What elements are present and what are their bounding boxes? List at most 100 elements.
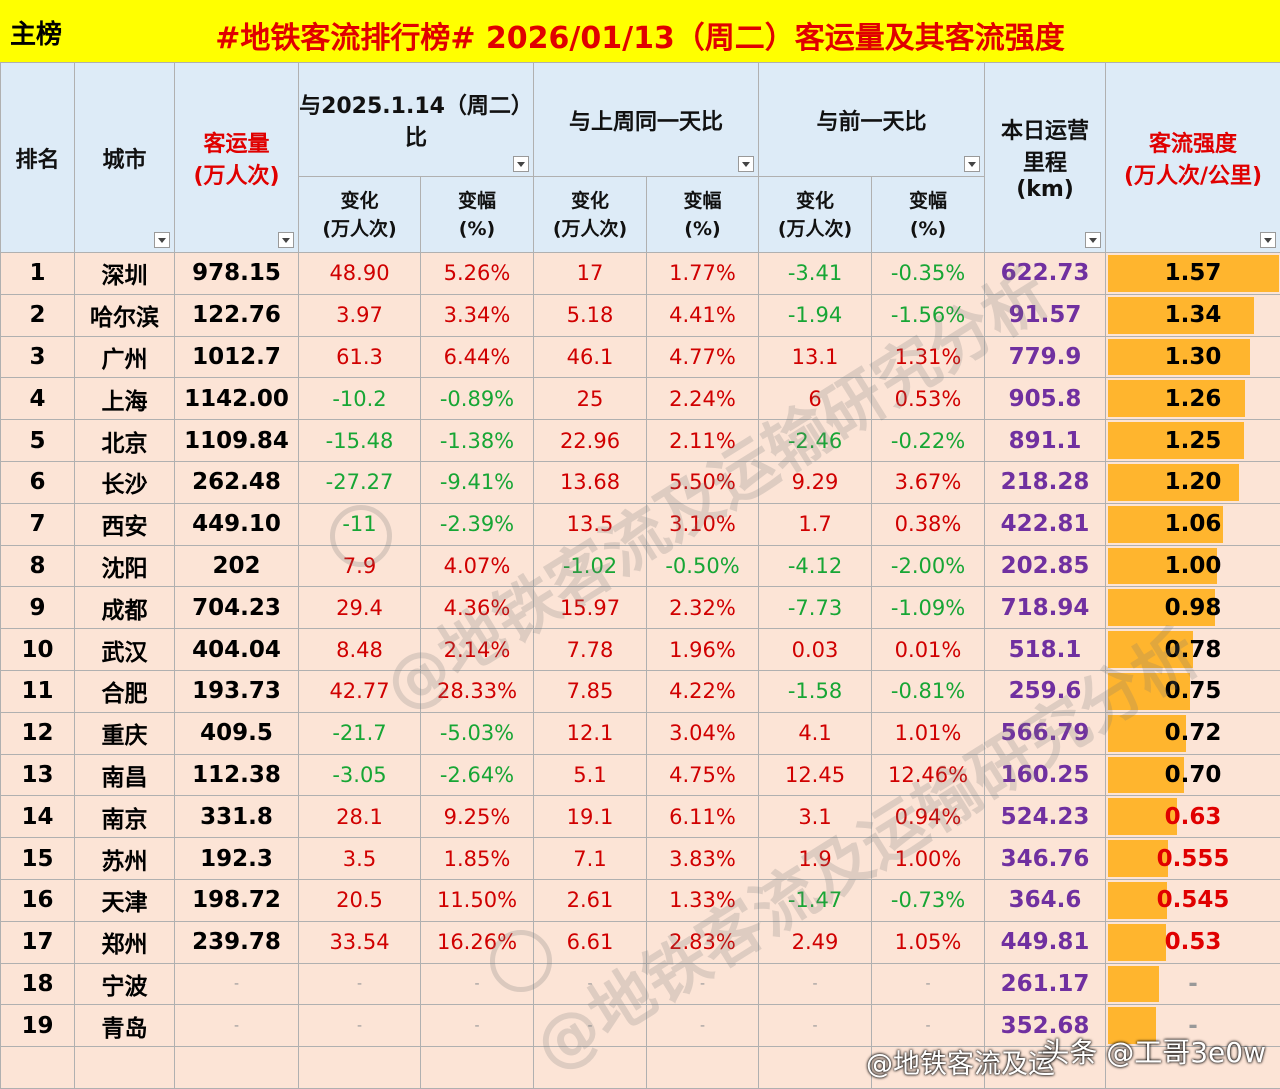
- km-cell: 524.23: [984, 795, 1107, 839]
- intensity-value: 0.78: [1164, 636, 1222, 663]
- yoy-rate-cell: 4.07%: [420, 544, 534, 588]
- header-dod[interactable]: 与前一天比: [758, 62, 986, 177]
- table-row: 15 苏州 192.3 3.5 1.85% 7.1 3.83% 1.9 1.00% 346.76 0…: [0, 837, 1280, 880]
- dod-change-cell: 6: [758, 377, 873, 421]
- table-row: 7 西安 449.10 -11 -2.39% 13.5 3.10% 1.7 0.38% 422.8…: [0, 502, 1280, 546]
- wow-change-cell: -1.02: [533, 544, 647, 588]
- dod-change-cell: -: [758, 1004, 873, 1048]
- km-cell: 259.6: [984, 669, 1107, 713]
- yoy-rate-cell: -9.41%: [420, 460, 534, 504]
- dod-change-cell: 0.03: [758, 628, 873, 671]
- wow-rate-cell: 3.10%: [645, 502, 760, 546]
- wow-rate-cell: 2.24%: [645, 377, 760, 421]
- intensity-value: 1.25: [1164, 427, 1222, 454]
- header-wow[interactable]: 与上周同一天比: [532, 62, 760, 177]
- table-row: 19 青岛 - - - - - - -352.68-: [0, 1004, 1280, 1048]
- volume-cell: 404.04: [174, 628, 299, 671]
- table-row: 11 合肥 193.73 42.77 28.33% 7.85 4.22% -1.58 -0.81…: [0, 669, 1280, 713]
- header-wow-change: 变化 (万人次): [533, 176, 647, 253]
- yoy-rate-cell: -: [420, 1004, 534, 1048]
- rank-cell: 13: [0, 753, 75, 797]
- ranking-table: 排名 城市 客运量 (万人次) 与2025.1.14（周二）比 与上周同一天比 与…: [0, 62, 1280, 1089]
- intensity-bar: [1108, 296, 1254, 334]
- intensity-cell: 0.53: [1105, 920, 1280, 964]
- empty-cell: [645, 1046, 760, 1089]
- filter-dropdown-icon[interactable]: [1085, 232, 1102, 248]
- yoy-rate-cell: 6.44%: [420, 335, 534, 379]
- yoy-change-cell: -: [298, 1004, 421, 1048]
- volume-cell: 1142.00: [174, 377, 299, 421]
- city-cell: 合肥: [74, 669, 175, 713]
- km-cell: 91.57: [984, 293, 1107, 337]
- rank-cell: 1: [0, 252, 75, 295]
- header-km[interactable]: 本日运营 里程 (km): [984, 62, 1107, 253]
- intensity-bar: [1108, 923, 1166, 961]
- dod-change-cell: 13.1: [758, 335, 873, 379]
- volume-cell: 192.3: [174, 837, 299, 880]
- rank-cell: 14: [0, 795, 75, 839]
- wow-change-cell: 5.18: [533, 293, 647, 337]
- yoy-rate-cell: 2.14%: [420, 628, 534, 671]
- dod-change-cell: 1.9: [758, 837, 873, 880]
- intensity-cell: -: [1105, 962, 1280, 1006]
- wow-rate-cell: 3.04%: [645, 711, 760, 755]
- km-cell: 622.73: [984, 252, 1107, 295]
- intensity-bar: [1108, 672, 1190, 710]
- city-cell: 宁波: [74, 962, 175, 1006]
- volume-cell: -: [174, 1004, 299, 1048]
- filter-dropdown-icon[interactable]: [513, 156, 529, 172]
- wow-change-cell: 2.61: [533, 878, 647, 922]
- intensity-value: 0.70: [1164, 761, 1222, 788]
- intensity-cell: 0.545: [1105, 878, 1280, 922]
- yoy-change-cell: -21.7: [298, 711, 421, 755]
- intensity-value: 1.00: [1164, 552, 1222, 579]
- watermark-logo-icon: [490, 930, 552, 992]
- yoy-rate-cell: 1.85%: [420, 837, 534, 880]
- filter-dropdown-icon[interactable]: [1260, 232, 1277, 248]
- volume-cell: 1109.84: [174, 419, 299, 462]
- dod-rate-cell: 0.01%: [871, 628, 986, 671]
- volume-cell: 198.72: [174, 878, 299, 922]
- header-dod-change: 变化 (万人次): [758, 176, 873, 253]
- filter-dropdown-icon[interactable]: [278, 232, 294, 248]
- intensity-bar: [1108, 463, 1239, 501]
- header-volume[interactable]: 客运量 (万人次): [174, 62, 299, 253]
- wow-change-cell: -: [533, 1004, 647, 1048]
- wow-rate-cell: 1.77%: [645, 252, 760, 295]
- header-intensity[interactable]: 客流强度 (万人次/公里): [1105, 62, 1280, 253]
- intensity-value: -: [1188, 970, 1198, 997]
- wow-rate-cell: 2.83%: [645, 920, 760, 964]
- intensity-bar: [1108, 547, 1217, 585]
- wow-rate-cell: 1.96%: [645, 628, 760, 671]
- header-city[interactable]: 城市: [74, 62, 175, 253]
- wow-rate-cell: 6.11%: [645, 795, 760, 839]
- table-row: 5 北京 1109.84 -15.48 -1.38% 22.96 2.11% -2.46 -0.…: [0, 419, 1280, 462]
- filter-dropdown-icon[interactable]: [738, 156, 755, 172]
- empty-cell: [0, 1046, 75, 1089]
- intensity-bar: [1108, 965, 1160, 1003]
- yoy-rate-cell: 28.33%: [420, 669, 534, 713]
- volume-cell: 193.73: [174, 669, 299, 713]
- watermark-logo-icon: [330, 505, 392, 567]
- intensity-cell: 0.555: [1105, 837, 1280, 880]
- dod-change-cell: -2.46: [758, 419, 873, 462]
- rank-cell: 4: [0, 377, 75, 421]
- km-cell: 718.94: [984, 586, 1107, 630]
- wow-change-cell: 7.85: [533, 669, 647, 713]
- filter-dropdown-icon[interactable]: [964, 156, 981, 172]
- dod-change-cell: -4.12: [758, 544, 873, 588]
- yoy-change-cell: 3.97: [298, 293, 421, 337]
- header-yoy[interactable]: 与2025.1.14（周二）比: [298, 62, 534, 177]
- intensity-cell: 0.75: [1105, 669, 1280, 713]
- rank-cell: 19: [0, 1004, 75, 1048]
- table-row: 13 南昌 112.38 -3.05 -2.64% 5.1 4.75% 12.45 12.46%…: [0, 753, 1280, 797]
- wow-change-cell: 7.78: [533, 628, 647, 671]
- filter-dropdown-icon[interactable]: [154, 232, 170, 248]
- city-cell: 长沙: [74, 460, 175, 504]
- intensity-cell: 1.25: [1105, 419, 1280, 462]
- city-cell: 苏州: [74, 837, 175, 880]
- rank-cell: 5: [0, 419, 75, 462]
- km-cell: 905.8: [984, 377, 1107, 421]
- dod-rate-cell: -0.73%: [871, 878, 986, 922]
- intensity-cell: 1.00: [1105, 544, 1280, 588]
